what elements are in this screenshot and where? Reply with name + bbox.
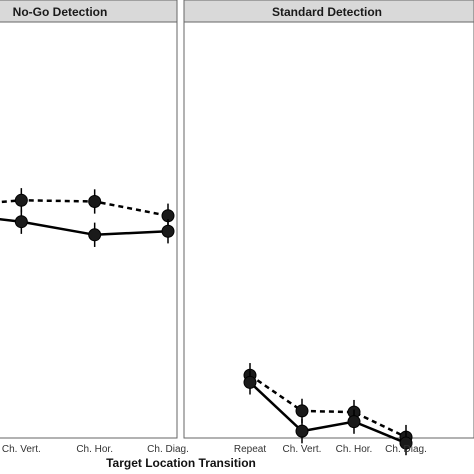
data-point (399, 436, 413, 450)
data-point (14, 193, 28, 207)
data-point (347, 415, 361, 429)
x-tick-label: Ch. Hor. (336, 444, 373, 455)
strip-title-standard: Standard Detection (272, 5, 382, 19)
data-point (243, 375, 257, 389)
plot-area-no-go (0, 21, 178, 439)
x-tick-label: Ch. Diag. (385, 444, 427, 455)
series-line-dashed (0, 199, 169, 217)
x-tick-label: Ch. Diag. (147, 444, 189, 455)
data-point (161, 224, 175, 238)
series-line-dashed (249, 374, 407, 439)
panel-standard-detection: Standard Detection (183, 0, 474, 456)
series-line-solid (0, 218, 169, 237)
x-axis-title: Target Location Transition (106, 456, 256, 470)
panel-no-go-detection: No-Go Detection (0, 0, 178, 439)
x-tick-label: Ch. Vert. (2, 444, 41, 455)
x-tick-label: Ch. Vert. (283, 444, 322, 455)
data-point (88, 194, 102, 208)
x-tick-label: Repeat (234, 444, 266, 455)
data-point (295, 424, 309, 438)
data-point (295, 404, 309, 418)
data-point (14, 215, 28, 229)
plot-area-standard (183, 21, 474, 439)
strip-title-no-go: No-Go Detection (13, 5, 108, 19)
series-line-solid (249, 381, 407, 445)
data-point (88, 228, 102, 242)
x-tick-label: Ch. Hor. (76, 444, 113, 455)
